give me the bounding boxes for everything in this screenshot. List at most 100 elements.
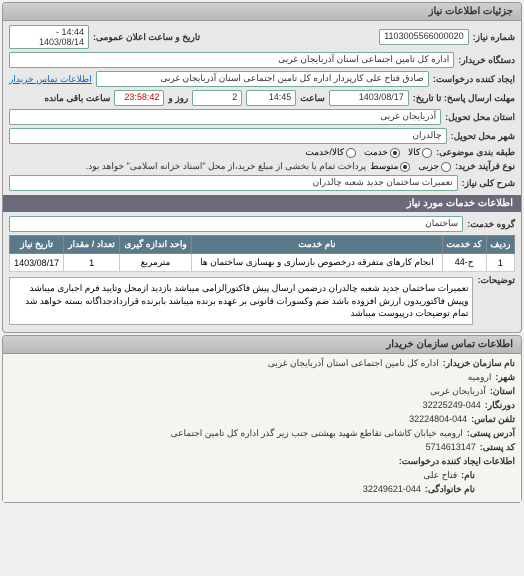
- need-title-label: شرح کلی نیاز:: [462, 178, 515, 189]
- th-name: نام خدمت: [192, 236, 442, 254]
- family-label: نام خانوادگی:: [425, 484, 475, 495]
- row-service-group: گروه خدمت: ساختمان: [9, 216, 515, 232]
- row-family: نام خانوادگی: 32249621-044: [9, 484, 515, 495]
- row-address: آدرس پستی: ارومیه خیابان کاشانی تقاطع شه…: [9, 428, 515, 439]
- buyer-field: اداره کل تامین اجتماعی استان آذربایجان غ…: [9, 52, 454, 68]
- row-phone: تلفن تماس: 32224804-044: [9, 414, 515, 425]
- panel-body: شماره نیاز: 1103005566000020 تاریخ و ساع…: [3, 21, 521, 332]
- row-org: نام سازمان خریدار: اداره کل تامین اجتماع…: [9, 358, 515, 369]
- postal-label: کد پستی:: [480, 442, 515, 453]
- table-row: 1 ح-44 انجام کارهای متفرقه درخصوص بازساز…: [10, 254, 515, 272]
- category-option-label: خدمت: [364, 147, 388, 158]
- name-label: نام:: [461, 470, 475, 481]
- address-label: آدرس پستی:: [467, 428, 515, 439]
- row-buyer: دستگاه خریدار: اداره کل تامین اجتماعی اس…: [9, 52, 515, 68]
- panel2-body: نام سازمان خریدار: اداره کل تامین اجتماع…: [3, 354, 521, 502]
- services-header: اطلاعات خدمات مورد نیاز: [3, 195, 521, 212]
- category-option-2[interactable]: کالا/خدمت: [305, 147, 356, 158]
- public-datetime-field: 14:44 - 1403/08/14: [9, 25, 89, 49]
- radio-icon: [390, 148, 400, 158]
- time-label: ساعت: [300, 93, 325, 104]
- services-table: ردیف کد خدمت نام خدمت واحد اندازه گیری ت…: [9, 235, 515, 272]
- row-need-number: شماره نیاز: 1103005566000020 تاریخ و ساع…: [9, 25, 515, 49]
- delivery-month-field: چالدران: [9, 128, 447, 144]
- td-qty: 1: [64, 254, 120, 272]
- category-option-1[interactable]: خدمت: [364, 147, 400, 158]
- category-option-0[interactable]: کالا: [408, 147, 432, 158]
- row-city: شهر: ارومیه: [9, 372, 515, 383]
- org-label: نام سازمان خریدار:: [443, 358, 515, 369]
- delivery-province-label: استان محل تحویل:: [445, 112, 515, 123]
- creator-field: صادق فتاح علی کارپردار اداره کل تامین اج…: [96, 71, 429, 87]
- row-delivery-province: استان محل تحویل: آذربایجان غربی: [9, 109, 515, 125]
- need-details-panel: جزئیات اطلاعات نیاز شماره نیاز: 11030055…: [2, 2, 522, 333]
- row-province: استان: آذربایجان غربی: [9, 386, 515, 397]
- buyer-contact-panel: اطلاعات تماس سازمان خریدار نام سازمان خر…: [2, 335, 522, 503]
- row-deadline: مهلت ارسال پاسخ: تا تاریخ: 1403/08/17 سا…: [9, 90, 515, 106]
- province-value: آذربایجان غربی: [430, 386, 486, 397]
- td-index: 1: [486, 254, 514, 272]
- contact-link[interactable]: اطلاعات تماس خریدار: [9, 74, 92, 85]
- city-value: ارومیه: [468, 372, 492, 383]
- process-option-1[interactable]: متوسط: [370, 161, 410, 172]
- desc-box: تعمیرات ساختمان جدید شعبه چالدران درضمن …: [9, 277, 473, 325]
- creator-label: ایجاد کننده درخواست:: [433, 74, 515, 85]
- deadline-date-field: 1403/08/17: [329, 90, 409, 106]
- process-note: پرداخت تمام یا بخشی از مبلغ خرید،از محل …: [86, 161, 366, 172]
- postal-value: 5714613147: [426, 442, 476, 452]
- req-creator-header: اطلاعات ایجاد کننده درخواست:: [399, 456, 515, 467]
- process-option-label: متوسط: [370, 161, 398, 172]
- panel2-title: اطلاعات تماس سازمان خریدار: [3, 336, 521, 354]
- row-fax: دورنگار: 32225249-044: [9, 400, 515, 411]
- table-header-row: ردیف کد خدمت نام خدمت واحد اندازه گیری ت…: [10, 236, 515, 254]
- th-code: کد خدمت: [442, 236, 486, 254]
- org-value: اداره کل تامین اجتماعی استان آذربایجان غ…: [268, 358, 439, 369]
- td-date: 1403/08/17: [10, 254, 64, 272]
- fax-label: دورنگار:: [485, 400, 515, 411]
- service-group-field: ساختمان: [9, 216, 463, 232]
- need-number-field: 1103005566000020: [379, 29, 468, 45]
- address-value: ارومیه خیابان کاشانی تقاطع شهید بهشتی جن…: [171, 428, 463, 439]
- need-number-label: شماره نیاز:: [473, 32, 515, 43]
- th-date: تاریخ نیاز: [10, 236, 64, 254]
- category-option-label: کالا: [408, 147, 420, 158]
- phone-label: تلفن تماس:: [471, 414, 515, 425]
- fax-value: 32225249-044: [423, 400, 481, 410]
- public-datetime-label: تاریخ و ساعت اعلان عمومی:: [93, 32, 200, 43]
- remaining-time-field: 23:58:42: [114, 90, 164, 106]
- row-req-creator-header: اطلاعات ایجاد کننده درخواست:: [9, 456, 515, 467]
- deadline-label: مهلت ارسال پاسخ: تا تاریخ:: [413, 93, 515, 104]
- td-code: ح-44: [442, 254, 486, 272]
- phone-value: 32224804-044: [409, 414, 467, 424]
- service-group-label: گروه خدمت:: [467, 219, 515, 230]
- radio-icon: [400, 162, 410, 172]
- category-option-label: کالا/خدمت: [305, 147, 344, 158]
- province-label: استان:: [490, 386, 515, 397]
- row-name: نام: فتاح علی: [9, 470, 515, 481]
- td-unit: مترمربع: [119, 254, 191, 272]
- remaining-label: ساعت باقی مانده: [44, 93, 110, 104]
- radio-icon: [346, 148, 356, 158]
- buyer-label: دستگاه خریدار:: [458, 55, 515, 66]
- days-field: 2: [192, 90, 242, 106]
- delivery-province-field: آذربایجان غربی: [9, 109, 441, 125]
- deadline-time-field: 14:45: [246, 90, 296, 106]
- process-label: نوع فرآیند خرید:: [455, 161, 515, 172]
- family-value: 32249621-044: [363, 484, 421, 494]
- row-creator: ایجاد کننده درخواست: صادق فتاح علی کارپر…: [9, 71, 515, 87]
- th-unit: واحد اندازه گیری: [119, 236, 191, 254]
- radio-icon: [422, 148, 432, 158]
- row-delivery-month: شهر محل تحویل: چالدران: [9, 128, 515, 144]
- need-title-field: تعمیرات ساختمان جدید شعبه چالدران: [9, 175, 458, 191]
- category-radio-group: کالا خدمت کالا/خدمت: [305, 147, 432, 158]
- row-process: نوع فرآیند خرید: جزیی متوسط پرداخت تمام …: [9, 161, 515, 172]
- row-category: طبقه بندی موضوعی: کالا خدمت کالا/خدمت: [9, 147, 515, 158]
- category-label: طبقه بندی موضوعی:: [436, 147, 515, 158]
- td-name: انجام کارهای متفرقه درخصوص بازسازی و بهس…: [192, 254, 442, 272]
- delivery-month-label: شهر محل تحویل:: [451, 131, 515, 142]
- process-option-0[interactable]: جزیی: [418, 161, 451, 172]
- days-label: روز و: [168, 93, 188, 104]
- row-need-title: شرح کلی نیاز: تعمیرات ساختمان جدید شعبه …: [9, 175, 515, 191]
- city-label: شهر:: [495, 372, 515, 383]
- name-value: فتاح علی: [423, 470, 457, 481]
